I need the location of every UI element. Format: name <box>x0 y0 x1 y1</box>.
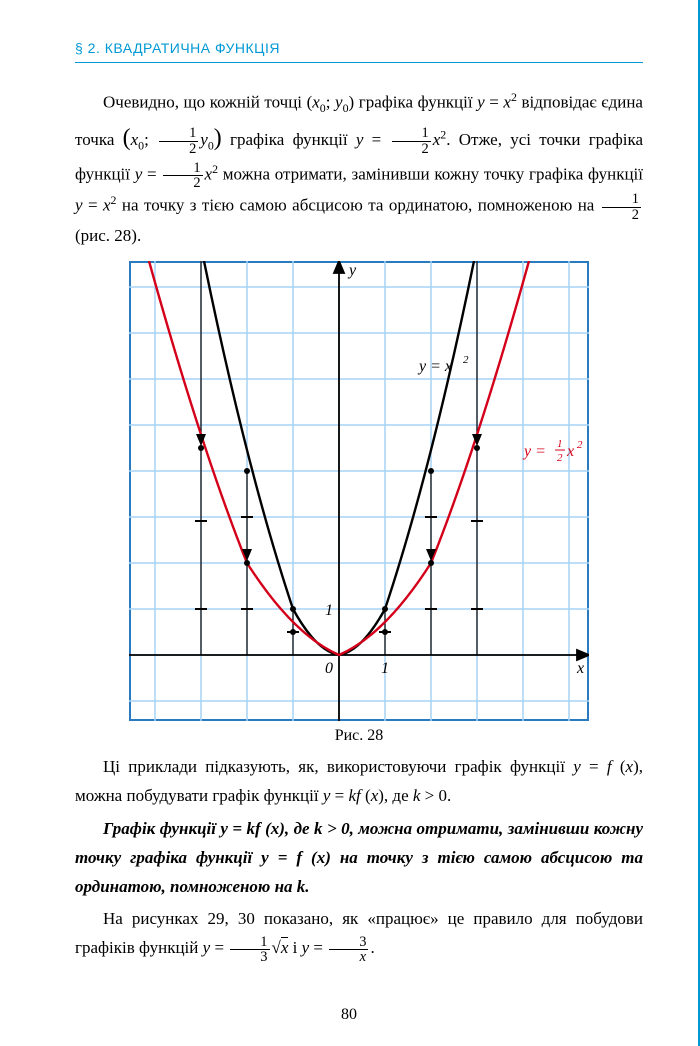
svg-text:2: 2 <box>463 354 469 366</box>
math-x0: x <box>312 93 320 112</box>
section-header: § 2. КВАДРАТИЧНА ФУНКЦІЯ <box>75 40 643 63</box>
svg-text:y =: y = <box>522 443 546 460</box>
page: § 2. КВАДРАТИЧНА ФУНКЦІЯ Очевидно, що ко… <box>0 0 700 1046</box>
page-number: 80 <box>0 1006 698 1024</box>
svg-text:y: y <box>347 262 357 279</box>
p1-text-g: на точку з тією самою абсцисою та ордина… <box>117 196 600 215</box>
p1-text-b: ) графіка функції <box>349 93 478 112</box>
chart-border <box>130 262 588 720</box>
p1-text-f: можна отримати, замінивши кожну точку гр… <box>218 164 643 183</box>
svg-text:2: 2 <box>577 439 583 451</box>
figure-caption: Рис. 28 <box>335 727 384 745</box>
p2-text-a: Ці приклади підказують, як, використовую… <box>103 757 573 776</box>
p4-text-b: і <box>288 938 301 957</box>
p1-text-h: (рис. 28). <box>75 226 141 245</box>
p2-text-c: , де <box>384 786 413 805</box>
paragraph-3-rule: Графік функції y = kf (x), де k > 0, мож… <box>75 815 643 902</box>
svg-text:0: 0 <box>325 660 333 677</box>
svg-text:2: 2 <box>557 452 563 464</box>
paragraph-2: Ці приклади підказують, як, використовую… <box>75 753 643 811</box>
svg-text:1: 1 <box>557 438 563 450</box>
chart-svg: y x 0 1 1 y = x 2 y = 1 2 x 2 <box>129 261 589 721</box>
svg-text:1: 1 <box>381 660 389 677</box>
svg-text:1: 1 <box>325 602 333 619</box>
figure-28: y x 0 1 1 y = x 2 y = 1 2 x 2 Рис. 28 <box>75 261 643 745</box>
p1-text-a: Очевидно, що кожній точці ( <box>103 93 312 112</box>
p1-text-d: графіка функції <box>222 130 356 149</box>
paragraph-4: На рисунках 29, 30 показано, як «працює»… <box>75 905 643 964</box>
svg-text:y = x: y = x <box>417 358 452 375</box>
svg-text:x: x <box>566 443 574 460</box>
paragraph-1: Очевидно, що кожній точці (x0; y0) графі… <box>75 87 643 251</box>
svg-text:x: x <box>576 660 584 677</box>
